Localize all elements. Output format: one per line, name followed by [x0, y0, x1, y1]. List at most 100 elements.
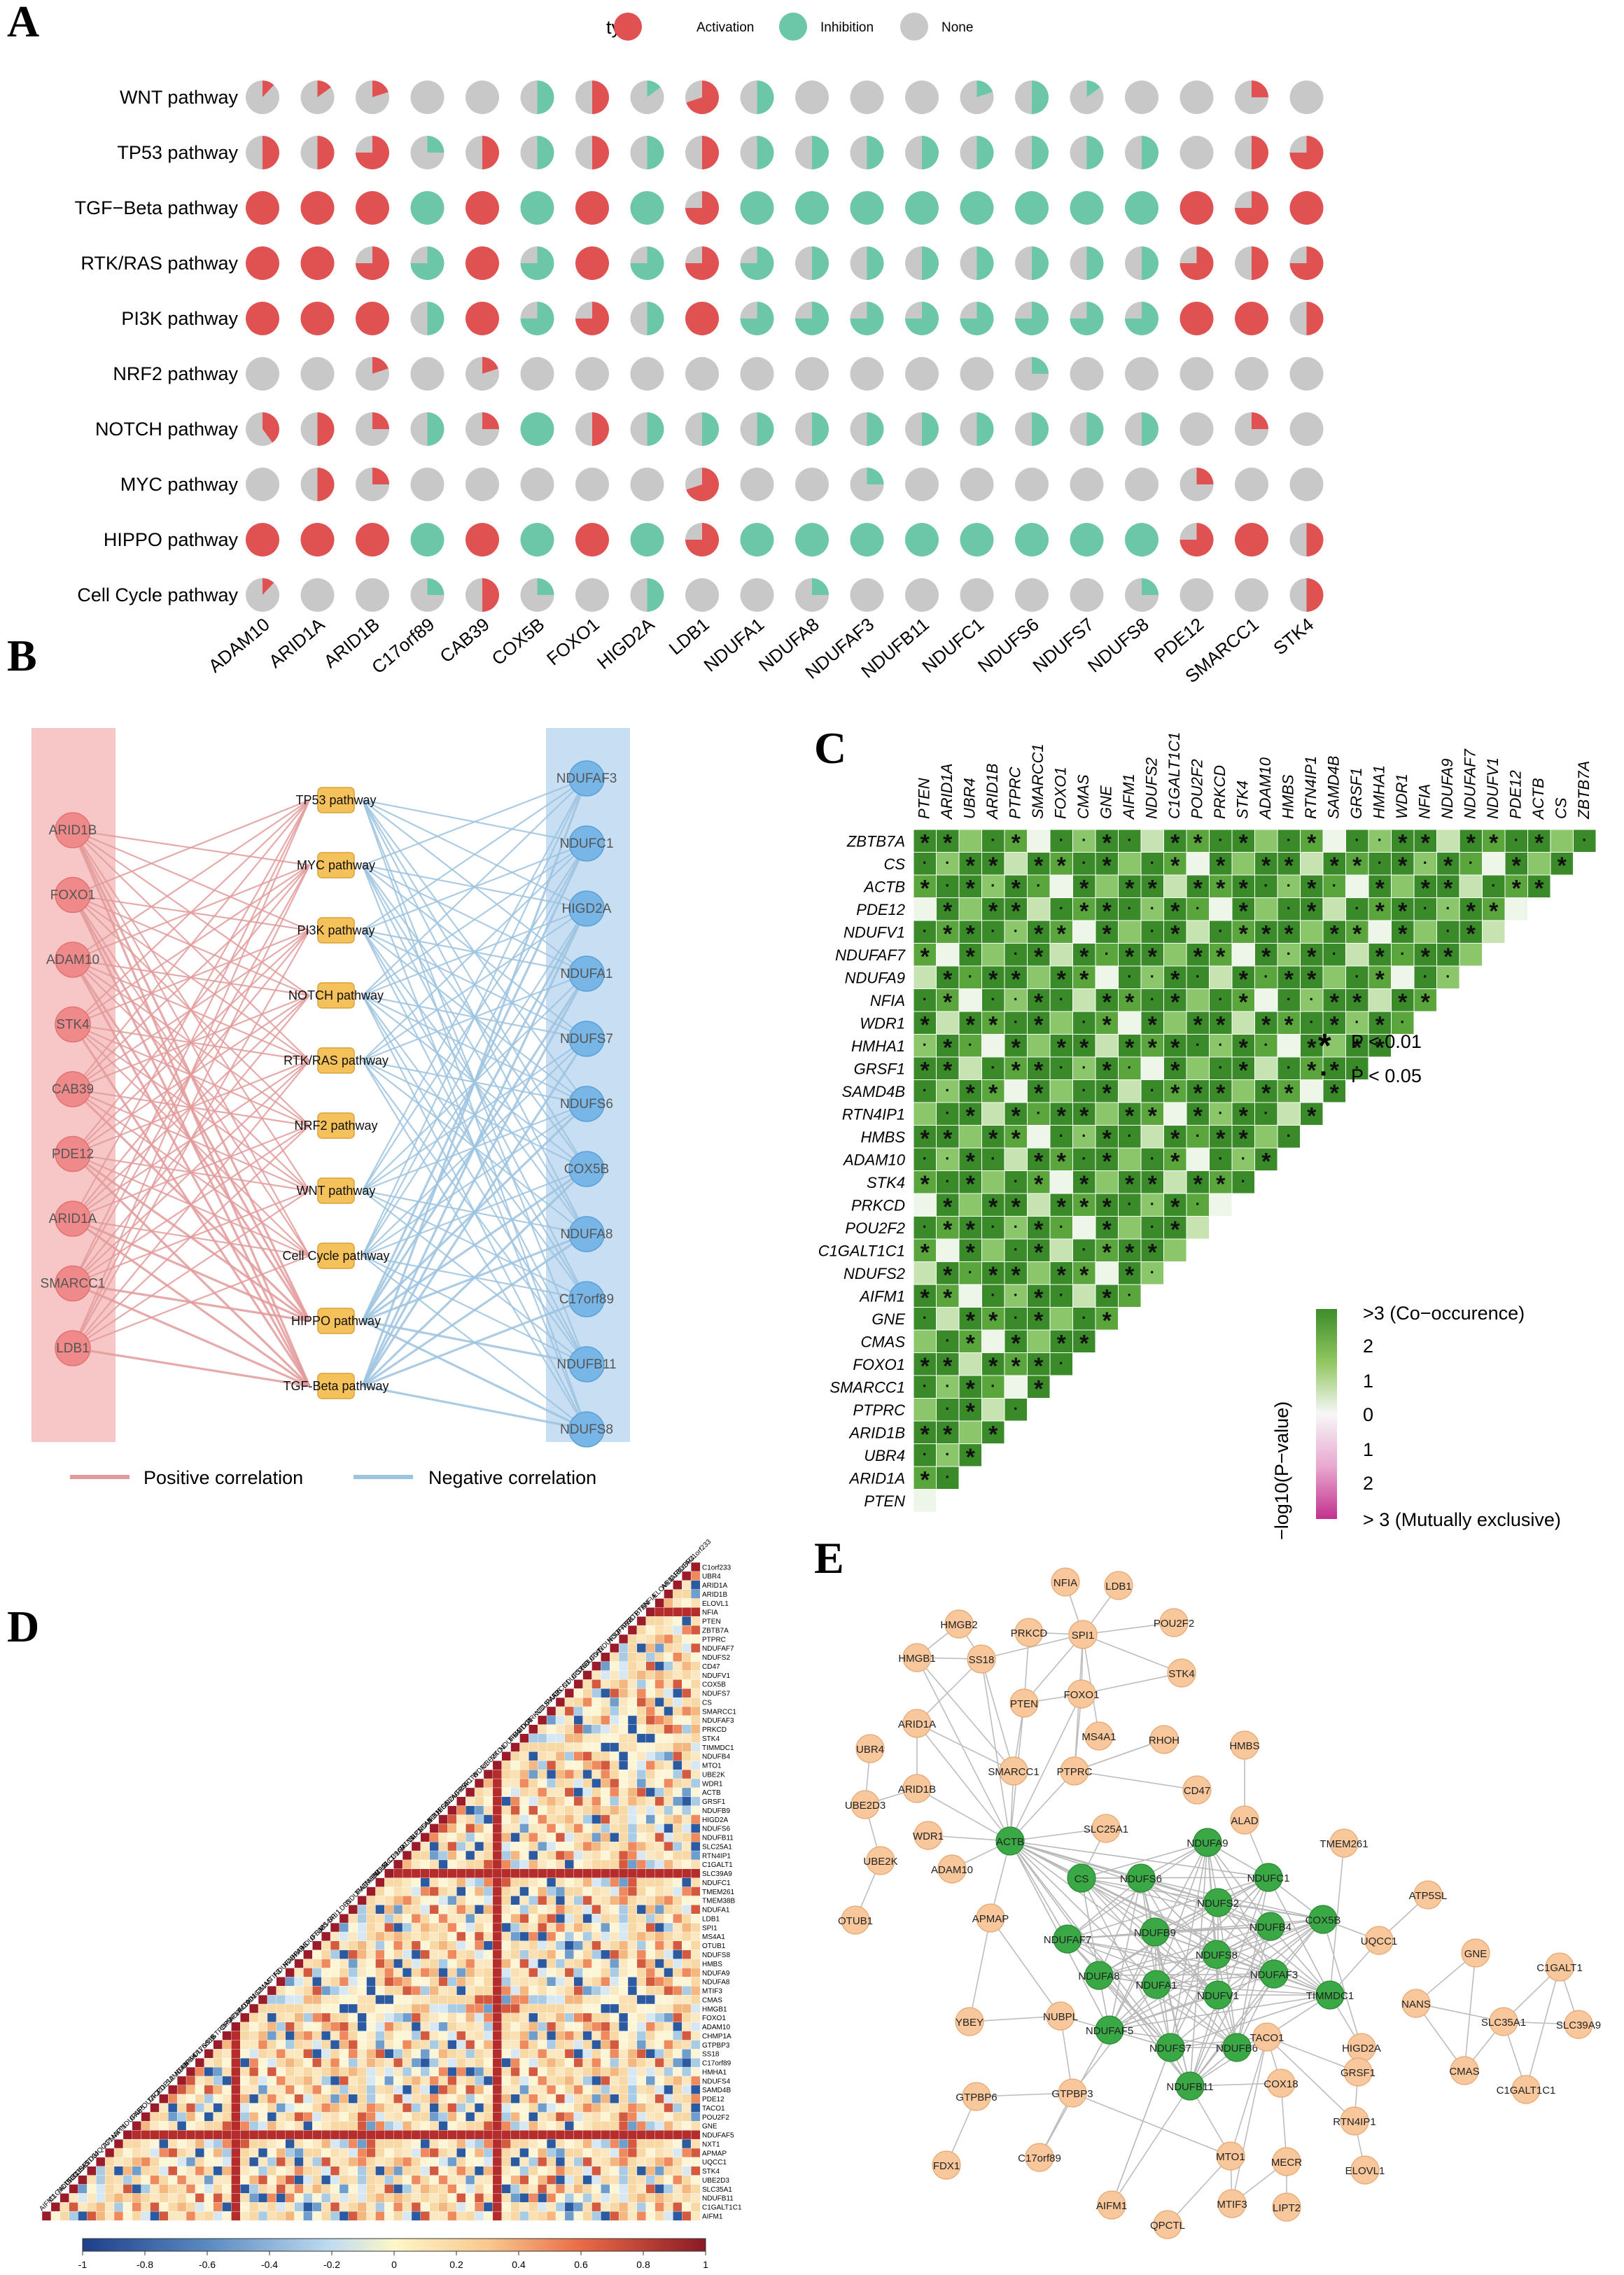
corr-cell [501, 2175, 512, 2185]
sig-star: * [943, 1126, 953, 1152]
corr-cell [258, 2003, 268, 2014]
col-label: FOXO1 [542, 614, 603, 670]
corr-cell [483, 2031, 493, 2040]
corr-cell [690, 2121, 701, 2131]
corr-cell [610, 1805, 620, 1816]
corr-cell [664, 1769, 673, 1779]
corr-cell [411, 1940, 421, 1951]
corr-cell [682, 2103, 692, 2113]
pie-slice [850, 80, 884, 114]
corr-cell [682, 1643, 692, 1653]
corr-cell [456, 1922, 466, 1933]
corr-cell [411, 2031, 421, 2040]
corr-cell [330, 2184, 340, 2194]
corr-cell [150, 2211, 160, 2221]
corr-cell [555, 2211, 566, 2221]
row-label: POU2F2 [845, 1219, 905, 1237]
corr-cell [186, 2085, 196, 2095]
sig-dot: · [1218, 990, 1223, 1008]
corr-cell [474, 2094, 484, 2104]
pie-slice [867, 468, 884, 484]
corr-cell [645, 1896, 656, 1905]
corr-cell [312, 2175, 322, 2185]
pie-slice [1086, 80, 1100, 97]
corr-cell [673, 1589, 682, 1600]
corr-cell [339, 2184, 349, 2194]
corr-cell [682, 2040, 692, 2050]
row-label: HIGD2A [702, 1816, 729, 1824]
sig-dot: · [1150, 922, 1155, 939]
pie-cell [795, 468, 829, 501]
corr-cell [248, 2148, 259, 2158]
pie-cell [1180, 136, 1214, 169]
corr-cell [483, 1986, 493, 1996]
corr-cell [474, 2157, 484, 2167]
sig-dot: · [923, 1446, 927, 1463]
corr-cell [564, 2121, 575, 2131]
corr-cell [267, 2022, 277, 2032]
heat-cell [1277, 1056, 1301, 1080]
pie-cell [246, 246, 279, 280]
sig-star: * [1102, 1308, 1112, 1334]
corr-cell [573, 1751, 584, 1761]
corr-cell [627, 2085, 638, 2095]
corr-cell [159, 2112, 169, 2122]
corr-cell [141, 2166, 151, 2176]
col-label: RTN4IP1 [1302, 756, 1320, 819]
corr-cell [592, 2202, 601, 2212]
corr-cell [673, 1598, 682, 1608]
corr-cell [483, 1968, 493, 1977]
pie-cell [1070, 246, 1104, 280]
corr-cell [564, 1886, 575, 1896]
gene-node-left-label: PDE12 [52, 1147, 94, 1162]
corr-cell [159, 2130, 169, 2140]
corr-cell [357, 2040, 368, 2050]
gene-node-right [568, 1411, 605, 1448]
corr-cell [258, 2130, 268, 2140]
heat-cell [1186, 1034, 1210, 1058]
corr-cell [555, 1859, 566, 1870]
corr-cell [636, 1715, 647, 1726]
corr-cell [222, 2094, 232, 2104]
corr-cell [501, 2049, 512, 2059]
row-label: SMARCC1 [830, 1378, 905, 1396]
corr-cell [366, 2184, 376, 2194]
corr-cell [592, 2094, 601, 2104]
pie-slice [1196, 468, 1214, 484]
corr-cell [510, 2211, 520, 2221]
corr-cell [159, 2175, 169, 2185]
corr-cell [538, 1868, 547, 1879]
corr-cell [582, 2148, 592, 2158]
corr-cell [664, 2012, 673, 2023]
sig-star: * [1011, 966, 1021, 993]
corr-cell [393, 1931, 403, 1942]
corr-cell [357, 1940, 368, 1951]
corr-cell [231, 2211, 241, 2221]
corr-cell [592, 1905, 601, 1914]
corr-cell [573, 1796, 584, 1807]
heat-cell [1004, 897, 1028, 921]
corr-cell [501, 1814, 512, 1824]
corr-cell [276, 2121, 286, 2131]
corr-cell [402, 2040, 412, 2050]
pie-cell [685, 136, 719, 169]
col-label: GNE [1097, 785, 1114, 819]
heat-cell [936, 1307, 960, 1331]
corr-cell [150, 2112, 160, 2122]
corr-cell [610, 1859, 620, 1870]
corr-cell [474, 1814, 484, 1824]
pie-cell [630, 191, 664, 225]
legend-swatch-activation [614, 13, 642, 41]
corr-cell [664, 2112, 673, 2122]
pie-slice [1086, 136, 1104, 170]
corr-cell [610, 1886, 620, 1896]
corr-cell [519, 1751, 529, 1761]
corr-cell [654, 1661, 664, 1672]
corr-cell [645, 2103, 656, 2113]
corr-cell [573, 1724, 584, 1735]
corr-cell [176, 2157, 187, 2167]
corr-cell [654, 1949, 664, 1960]
pie-cell [740, 136, 774, 170]
sig-dot: · [1150, 1264, 1155, 1281]
pie-slice [686, 80, 719, 114]
